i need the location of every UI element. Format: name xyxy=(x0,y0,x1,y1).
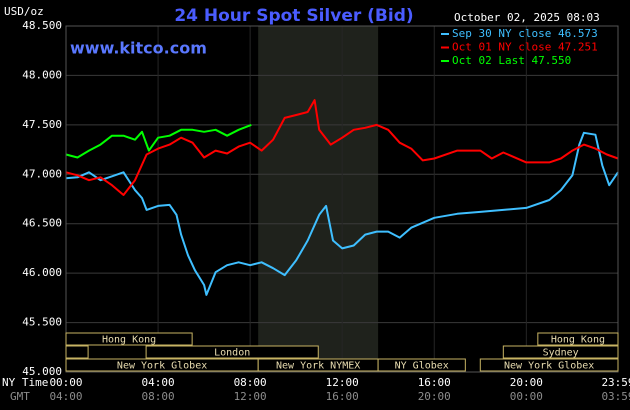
session-shade xyxy=(258,26,379,372)
x2-tick-label: 03:59 xyxy=(601,390,630,403)
y-tick-label: 45.000 xyxy=(22,365,62,378)
x-tick-label: 23:59 xyxy=(601,376,630,389)
y-tick-label: 45.500 xyxy=(22,316,62,329)
y-tick-label: 48.500 xyxy=(22,19,62,32)
y-tick-label: 46.500 xyxy=(22,217,62,230)
x-tick-label: 12:00 xyxy=(326,376,359,389)
x2-tick-label: 08:00 xyxy=(142,390,175,403)
x-tick-label: 20:00 xyxy=(510,376,543,389)
session-bar xyxy=(377,358,466,372)
session-label: New York Globex xyxy=(504,361,594,372)
x-tick-label: 08:00 xyxy=(234,376,267,389)
legend-label: Oct 02 Last 47.550 xyxy=(452,54,571,67)
session-label: New York NYMEX xyxy=(276,361,360,372)
session-label: Hong Kong xyxy=(551,335,605,346)
session-bar xyxy=(479,358,619,372)
series-line xyxy=(65,123,252,159)
legend-label: Sep 30 NY close 46.573 xyxy=(452,27,598,40)
x2-tick-label: 00:00 xyxy=(510,390,543,403)
y-tick-label: 47.500 xyxy=(22,118,62,131)
session-bar xyxy=(502,345,619,359)
series-line xyxy=(65,131,619,296)
x-tick-label: 04:00 xyxy=(142,376,175,389)
y-tick-label: 48.000 xyxy=(22,68,62,81)
x-tick-label: 16:00 xyxy=(418,376,451,389)
plot-border xyxy=(65,25,619,373)
x2-axis-label: GMT xyxy=(10,390,30,403)
session-label: New York Globex xyxy=(117,361,207,372)
session-label: Hong Kong xyxy=(102,335,156,346)
y-tick-label: 46.000 xyxy=(22,266,62,279)
legend-label: Oct 01 NY close 47.251 xyxy=(452,41,598,54)
session-bar xyxy=(145,345,319,359)
watermark: www.kitco.com xyxy=(70,39,207,58)
session-bar xyxy=(537,332,619,346)
x2-tick-label: 12:00 xyxy=(234,390,267,403)
session-label: Sydney xyxy=(543,348,579,359)
series-line xyxy=(65,99,619,196)
session-bar xyxy=(65,345,89,359)
session-bar xyxy=(65,332,193,346)
session-label: London xyxy=(214,348,250,359)
x-tick-label: 00:00 xyxy=(49,376,82,389)
chart-title: 24 Hour Spot Silver (Bid) xyxy=(174,6,413,26)
x2-tick-label: 20:00 xyxy=(418,390,451,403)
x-axis-label: NY Time xyxy=(2,376,48,389)
y-tick-label: 47.000 xyxy=(22,167,62,180)
timestamp: October 02, 2025 08:03 xyxy=(454,11,600,24)
session-label: NY Globex xyxy=(395,361,449,372)
y-axis-label: USD/oz xyxy=(4,5,44,18)
x2-tick-label: 16:00 xyxy=(326,390,359,403)
x2-tick-label: 04:00 xyxy=(49,390,82,403)
